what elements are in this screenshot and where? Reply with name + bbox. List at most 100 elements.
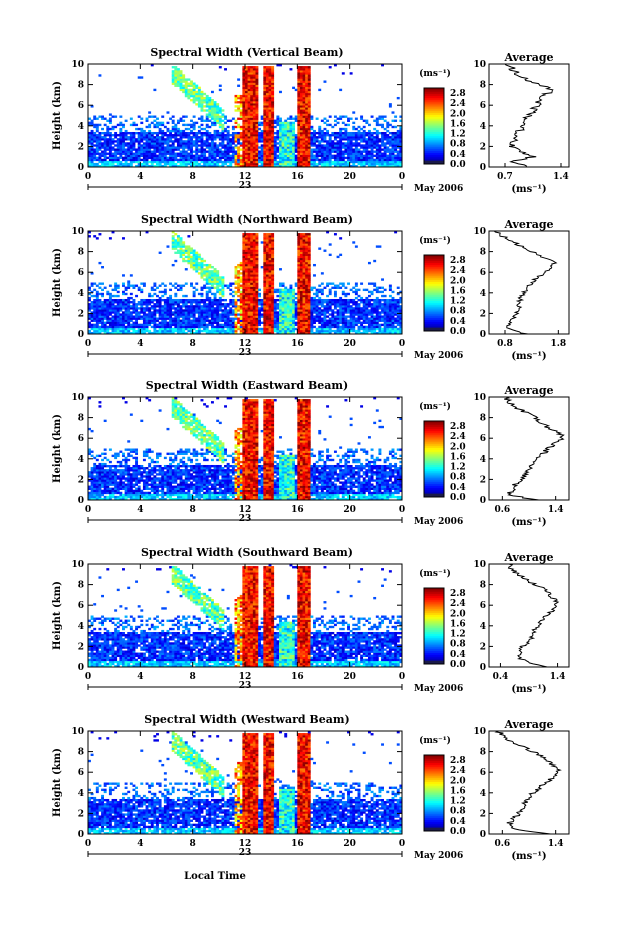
heatmap-cell [203,92,207,96]
heatmap-cell [386,160,390,164]
heatmap-cell [210,138,214,141]
heatmap-cell [197,268,201,271]
heatmap-cell [245,290,248,294]
heatmap-cell [320,154,324,157]
heatmap-cell [169,319,173,322]
heatmap-cell [200,329,204,333]
heatmap-cell [169,134,173,137]
heatmap-cell [268,278,272,281]
heatmap-cell [184,309,188,312]
heatmap-cell [255,276,259,279]
heatmap-cell [135,331,139,335]
heatmap-cell [190,123,193,127]
heatmap-cell [279,288,282,292]
heatmap-cell [221,125,225,129]
heatmap-cell [247,298,251,302]
heatmap-cell [93,125,97,129]
heatmap-cell [221,115,225,118]
heatmap-cell [108,136,112,139]
heatmap-cell [250,266,254,269]
heatmap-cell [323,156,327,160]
heatmap-cell [171,247,175,250]
heatmap-cell [106,327,110,331]
heatmap-cell [95,142,99,145]
heatmap-cell [119,140,123,143]
heatmap-cell [252,66,256,69]
heatmap-cell [297,140,301,143]
heatmap-cell [245,92,248,96]
colorbar [424,88,444,165]
heatmap-cell [252,296,256,300]
heatmap-cell [237,134,241,137]
heatmap-cell [245,125,248,129]
heatmap-cell [124,313,128,316]
heatmap-cell [203,325,207,329]
heatmap-cell [114,136,118,139]
heatmap-cell [161,160,165,164]
heatmap-cell [239,94,243,98]
heatmap-cell [190,142,193,145]
heatmap-cell [234,282,238,285]
heatmap-cell [231,148,235,151]
heatmap-cell [367,158,371,162]
x-tick-label: 0 [85,172,91,182]
heatmap-cell [247,282,251,285]
heatmap-cell [391,125,395,129]
heatmap-cell [255,99,259,102]
heatmap-cell [187,319,191,322]
heatmap-cell [273,288,277,292]
heatmap-cell [299,94,303,98]
heatmap-cell [221,140,225,143]
heatmap-cell [341,121,345,125]
heatmap-cell [103,156,107,160]
heatmap-cell [213,158,217,162]
heatmap-cell [93,282,97,285]
heatmap-cell [289,327,293,331]
heatmap-cell [156,136,159,139]
heatmap-cell [98,325,102,329]
heatmap-cell [268,280,272,283]
heatmap-cell [268,154,272,157]
heatmap-cell [381,164,384,168]
heatmap-cell [161,154,165,157]
heatmap-cell [297,125,301,129]
heatmap-cell [396,140,400,143]
heatmap-cell [116,317,120,320]
heatmap-cell [231,160,235,164]
heatmap-cell [391,148,395,151]
heatmap-cell [187,82,191,85]
heatmap-cell [271,257,275,261]
heatmap-cell [313,148,316,151]
heatmap-cell [341,160,345,164]
heatmap-cell [161,140,165,143]
heatmap-cell [205,146,209,149]
heatmap-cell [268,140,272,143]
heatmap-cell [242,239,246,242]
heatmap-cell [208,329,212,333]
heatmap-cell [106,148,110,151]
heatmap-cell [98,315,102,318]
heatmap-cell [93,327,97,331]
heatmap-cell [263,152,267,155]
heatmap-cell [190,307,193,310]
heatmap-cell [229,292,233,296]
heatmap-cell [271,84,275,87]
heatmap-cell [299,103,303,106]
heatmap-cell [299,134,303,137]
heatmap-cell [299,162,303,166]
heatmap-cell [268,288,272,292]
heatmap-cell [391,136,395,139]
heatmap-cell [388,131,392,135]
heatmap-cell [210,99,214,102]
heatmap-cell [250,164,254,168]
avg-x-tick-label: 1.4 [553,172,569,182]
heatmap-cell [171,243,175,246]
heatmap-cell [93,144,97,147]
heatmap-cell [195,164,199,168]
heatmap-cell [103,146,107,149]
heatmap-cell [276,325,280,329]
heatmap-cell [284,317,288,320]
heatmap-cell [200,103,204,106]
heatmap-cell [307,113,311,116]
heatmap-cell [247,259,251,263]
